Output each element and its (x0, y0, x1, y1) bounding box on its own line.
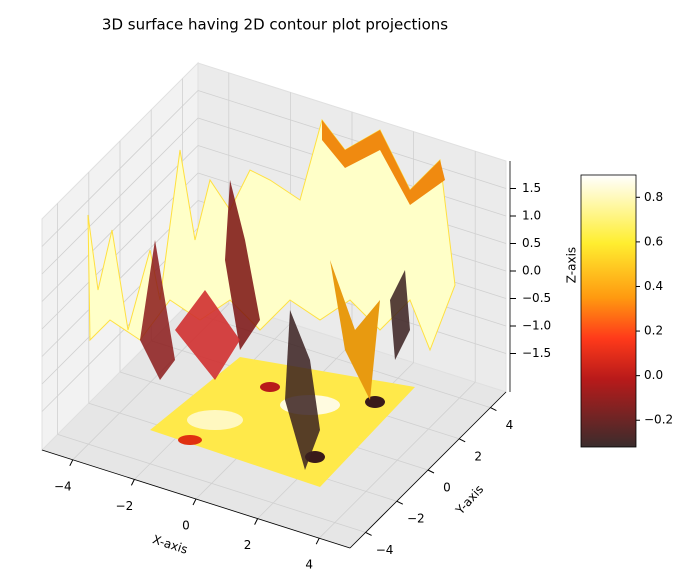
colorbar-tick-label: 0.2 (644, 324, 663, 338)
surface-patch (285, 310, 320, 470)
grid-line (41, 90, 199, 247)
y-tick-label: 2 (474, 449, 482, 463)
y-axis-label: Y-axis (452, 482, 486, 518)
y-tick-label: 0 (443, 481, 451, 495)
x-tick-label: 4 (305, 558, 313, 572)
x-axis-label: X-axis (151, 532, 190, 556)
z-tick-label: 1.0 (522, 209, 541, 223)
contour-blob (365, 396, 385, 408)
y-tick (396, 500, 404, 505)
grid-line (41, 172, 199, 330)
contour-blob (178, 435, 202, 445)
y-tick (490, 407, 497, 412)
colorbar-tick-label: 0.0 (644, 368, 663, 382)
x-tick-label: 2 (244, 538, 252, 552)
contour-blob (260, 382, 280, 392)
colorbar-tick-label: 0.6 (644, 234, 663, 248)
z-tick-label: −1.0 (522, 319, 551, 333)
grid-line (41, 145, 199, 302)
x-tick (315, 537, 320, 545)
y-tick (365, 531, 372, 536)
surface-patch (175, 290, 240, 380)
colorbar (580, 174, 637, 448)
chart-title: 3D surface having 2D contour plot projec… (102, 16, 448, 34)
grid-line (182, 309, 491, 408)
z-tick-label: 1.5 (522, 181, 541, 195)
grid-line (197, 90, 507, 189)
z-tick-label: 0.0 (522, 264, 541, 278)
contour-blob (187, 410, 243, 430)
y-tick (458, 438, 466, 443)
x-tick-label: −2 (116, 499, 134, 513)
surface-patch (322, 120, 445, 205)
y-tick-label: −2 (407, 512, 425, 526)
z-axis-label: Z-axis (565, 247, 579, 283)
x-tick (254, 518, 259, 525)
surface-patch (140, 240, 175, 380)
x-axis-line (41, 449, 351, 549)
z-tick-label: 0.5 (522, 236, 541, 250)
x-tick (69, 459, 74, 467)
x-tick-label: −4 (54, 479, 72, 493)
surface (87, 118, 456, 487)
y-tick-label: 4 (506, 418, 514, 432)
y-axis-line (349, 391, 507, 549)
colorbar-tick-label: 0.8 (644, 190, 663, 204)
x-tick (192, 498, 197, 506)
colorbar-tick-label: −0.2 (644, 413, 673, 427)
grid-line (41, 117, 199, 275)
surface-patch (225, 180, 260, 350)
z-tick-label: −1.5 (522, 346, 551, 360)
colorbar-tick-label: 0.4 (644, 279, 663, 293)
grid-line (57, 434, 366, 533)
contour-projection (150, 357, 415, 487)
x-tick (130, 479, 135, 486)
surface-patch (390, 270, 410, 360)
colorbar-ticks: −0.2 0.0 0.2 0.4 0.6 0.8 (636, 190, 673, 427)
surface-patch (330, 260, 380, 400)
z-tick-label: −0.5 (522, 291, 551, 305)
x-tick-label: 0 (182, 519, 190, 533)
ticks: −4 −2 0 2 4 −4 −2 0 2 4 −1.5 −1.0 −0.5 0.0 0.5 1.0 1.5 (41, 161, 551, 572)
y-tick-label: −4 (376, 543, 394, 557)
y-tick (427, 469, 435, 474)
